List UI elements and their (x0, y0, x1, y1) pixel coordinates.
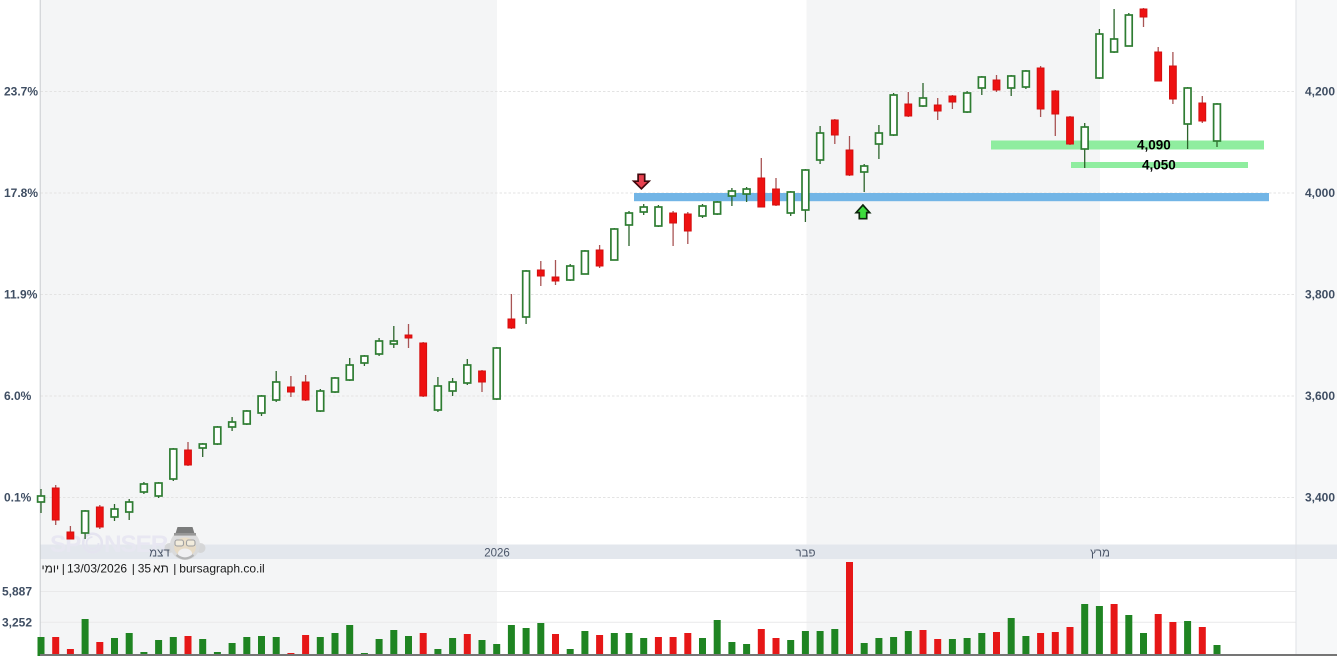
svg-text:23.7%: 23.7% (4, 85, 38, 99)
svg-text:2026: 2026 (484, 548, 510, 560)
svg-text:|: | (132, 562, 135, 576)
svg-text:מרץ: מרץ (1090, 548, 1110, 560)
svg-text:4,000: 4,000 (1305, 186, 1335, 200)
svg-text:יומי: יומי (42, 562, 60, 576)
svg-text:3,600: 3,600 (1305, 389, 1335, 403)
svg-text:5,887: 5,887 (2, 585, 32, 599)
svg-text:35: 35 (138, 562, 152, 576)
svg-text:תא: תא (153, 562, 169, 576)
svg-text:פבר: פבר (795, 548, 815, 560)
svg-text:3,800: 3,800 (1305, 288, 1335, 302)
svg-text:3,252: 3,252 (2, 616, 32, 630)
svg-text:17.8%: 17.8% (4, 186, 38, 200)
svg-text:NSER: NSER (104, 531, 169, 558)
svg-text:bursagraph.co.il: bursagraph.co.il (179, 562, 264, 576)
svg-text:4,090: 4,090 (1137, 138, 1171, 153)
svg-text:SP: SP (50, 531, 81, 558)
svg-text:0.1%: 0.1% (4, 491, 32, 505)
svg-text:13/03/2026: 13/03/2026 (67, 562, 127, 576)
svg-text:|: | (173, 562, 176, 576)
svg-text:4,050: 4,050 (1142, 158, 1176, 173)
svg-text:3,400: 3,400 (1305, 491, 1335, 505)
svg-text:דצמ: דצמ (149, 548, 170, 560)
svg-text:11.9%: 11.9% (4, 288, 38, 302)
svg-text:|: | (62, 562, 65, 576)
svg-text:4,200: 4,200 (1305, 85, 1335, 99)
svg-text:6.0%: 6.0% (4, 389, 32, 403)
